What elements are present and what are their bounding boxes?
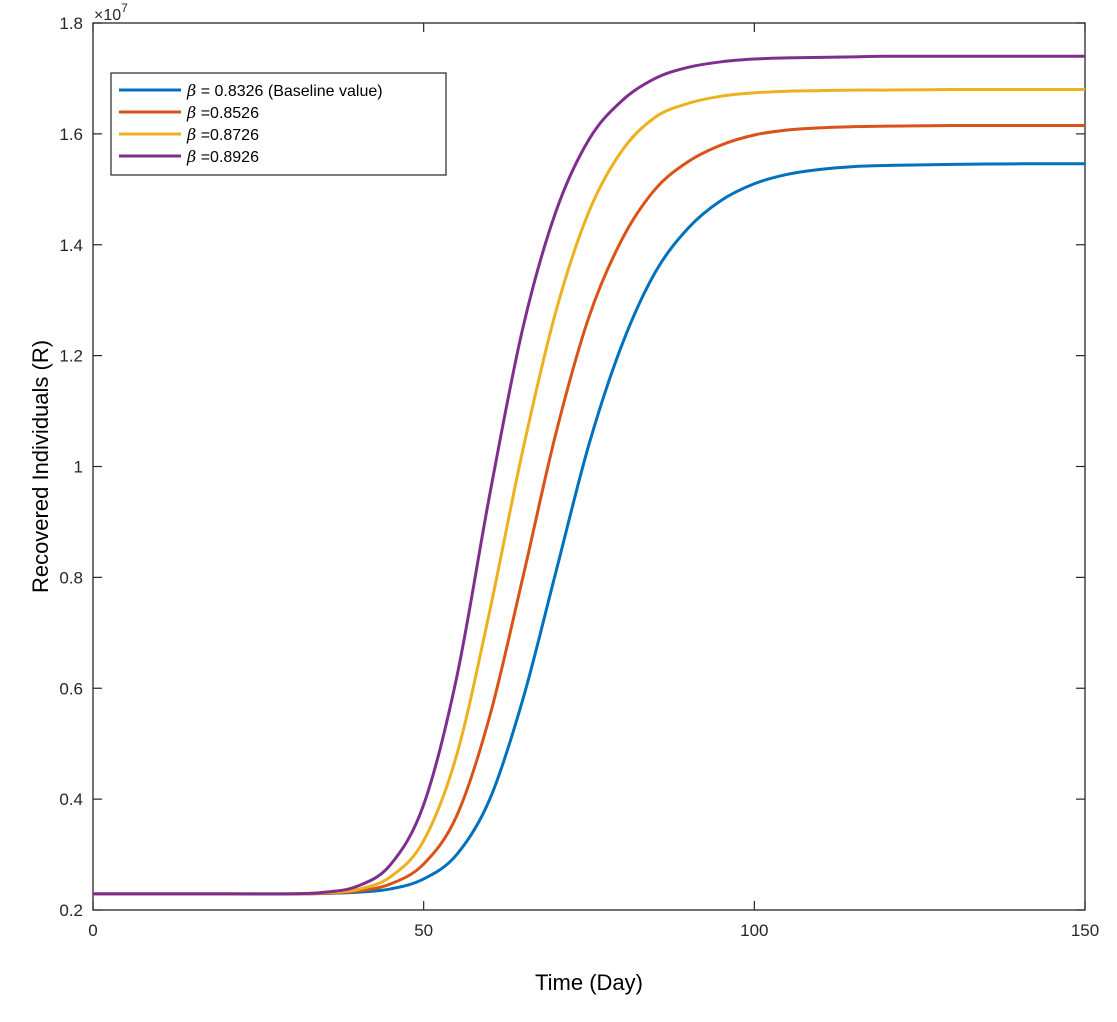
y-tick-label: 1.4 [59, 236, 83, 255]
series-lines [92, 54, 1086, 896]
y-tick-label: 0.6 [59, 679, 83, 698]
legend-entry-4: β =0.8926 [186, 147, 259, 166]
series-line-3 [92, 87, 1085, 896]
legend-symbol: β [186, 103, 196, 122]
legend-symbol: β [186, 81, 196, 100]
x-tick-label: 150 [1071, 921, 1099, 940]
legend-entry-2: β =0.8526 [186, 103, 259, 122]
x-tick-label: 50 [414, 921, 433, 940]
axis-ticks: 0 50 100 150 0.2 0.4 0.6 0.8 1 1.2 1.4 1.6 1.8 [59, 14, 1099, 940]
y-tick-label: 1.8 [59, 14, 83, 33]
legend-label: = 0.8326 (Baseline value) [196, 83, 382, 100]
series-line-4 [92, 54, 1085, 896]
y-tick-label: 0.4 [59, 790, 83, 809]
y-tick-label: 1.6 [59, 125, 83, 144]
y-axis-title: Recovered Individuals (R) [28, 340, 53, 593]
y-tick-label: 0.8 [59, 568, 83, 587]
x-axis-title: Time (Day) [535, 970, 643, 995]
y-tick-label: 0.2 [59, 901, 83, 920]
legend-symbol: β [186, 125, 196, 144]
y-exponent-label: ×107 [94, 1, 128, 24]
y-tick-label: 1.2 [59, 347, 83, 366]
legend-symbol: β [186, 147, 196, 166]
legend-entry-3: β =0.8726 [186, 125, 259, 144]
legend-label: =0.8926 [196, 149, 259, 166]
y-tick-label: 1 [74, 458, 83, 477]
legend-label: =0.8526 [196, 105, 259, 122]
y-exponent-base: ×10 [94, 7, 121, 24]
x-tick-label: 0 [88, 921, 97, 940]
legend-entry-1: β = 0.8326 (Baseline value) [186, 81, 383, 100]
y-exponent-power: 7 [121, 1, 128, 15]
legend-label: =0.8726 [196, 127, 259, 144]
x-tick-label: 100 [740, 921, 768, 940]
